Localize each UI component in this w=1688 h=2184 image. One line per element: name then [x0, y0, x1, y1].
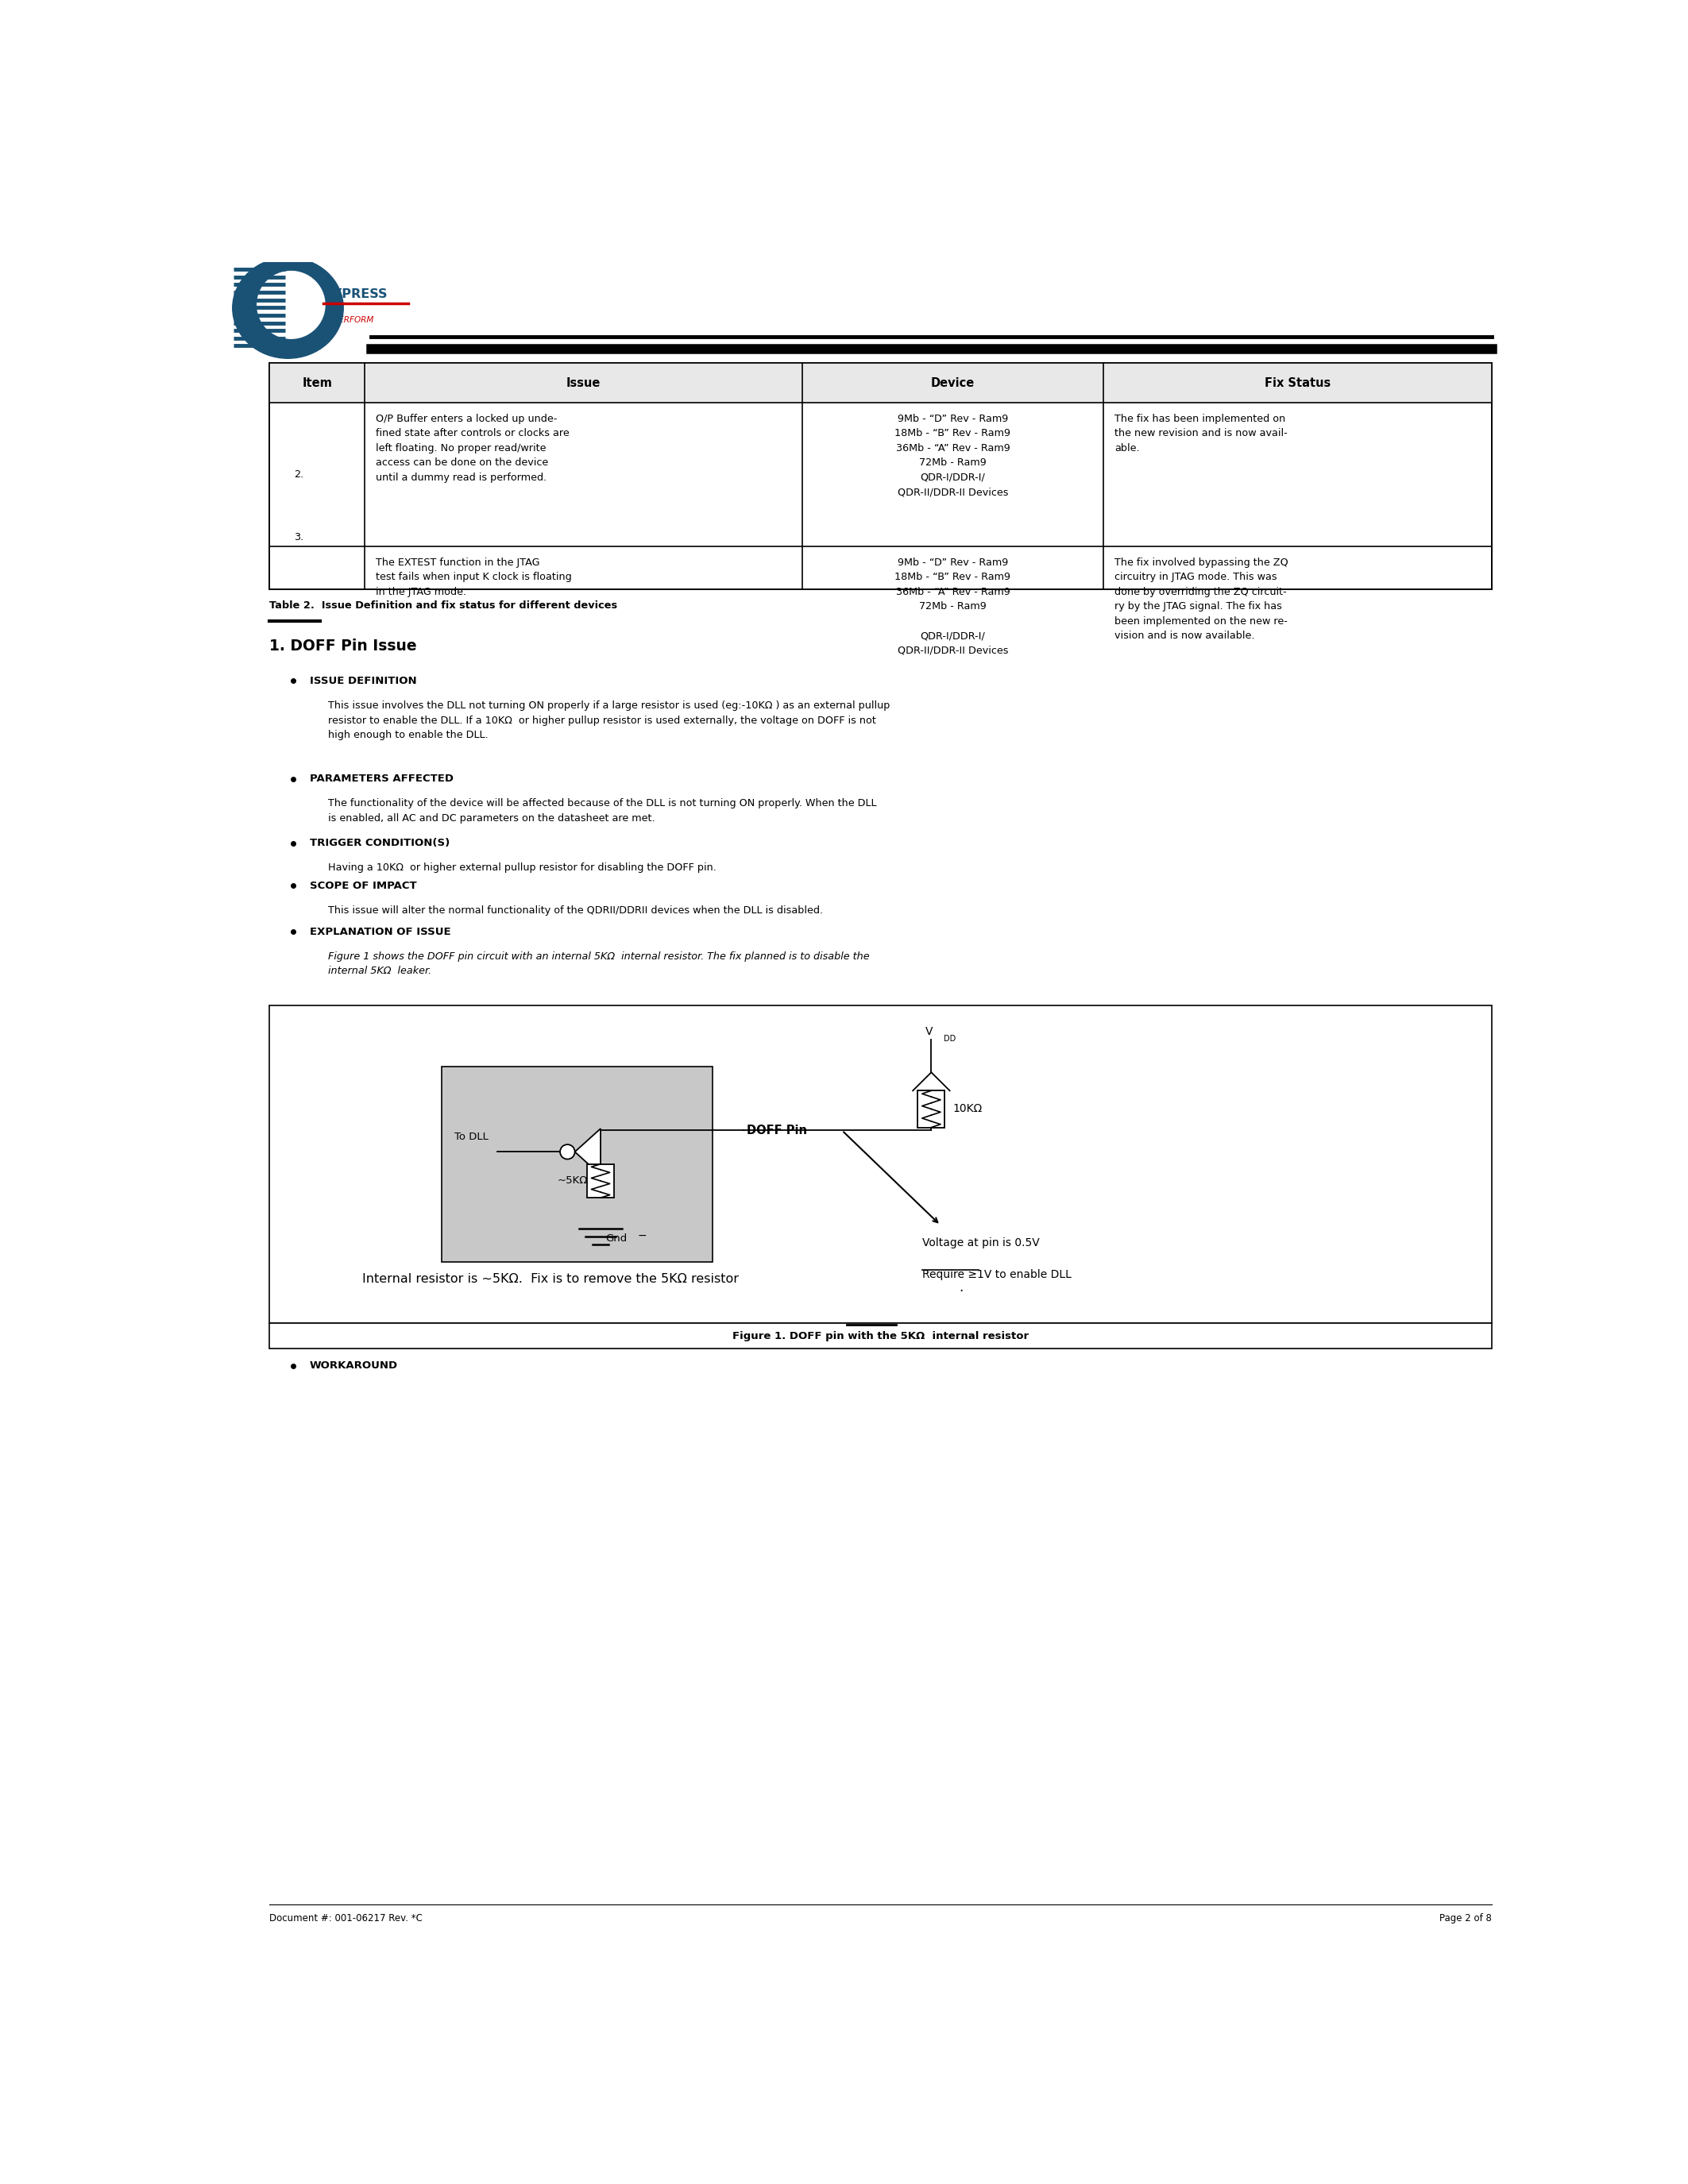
Bar [270, 1005, 1492, 1324]
Text: Figure 1. DOFF pin with the 5KΩ  internal resistor: Figure 1. DOFF pin with the 5KΩ internal… [733, 1330, 1028, 1341]
Text: O/P Buffer enters a locked up unde-
fined state after controls or clocks are
lef: O/P Buffer enters a locked up unde- fine… [376, 413, 569, 483]
Text: Table 2.  Issue Definition and fix status for different devices: Table 2. Issue Definition and fix status… [270, 601, 618, 612]
Text: EXPLANATION OF ISSUE: EXPLANATION OF ISSUE [309, 926, 451, 937]
Text: Gnd: Gnd [606, 1234, 628, 1243]
Circle shape [560, 1144, 576, 1160]
Text: WORKAROUND: WORKAROUND [309, 1361, 398, 1372]
Text: This issue involves the DLL not turning ON properly if a large resistor is used : This issue involves the DLL not turning … [327, 701, 890, 740]
Text: Page 2 of 8: Page 2 of 8 [1440, 1913, 1492, 1924]
Text: The fix has been implemented on
the new revision and is now avail-
able.: The fix has been implemented on the new … [1114, 413, 1288, 454]
Text: Issue: Issue [565, 378, 601, 389]
Text: Voltage at pin is 0.5V: Voltage at pin is 0.5V [922, 1238, 1040, 1249]
Text: Device: Device [930, 378, 974, 389]
Text: The EXTEST function in the JTAG
test fails when input K clock is floating
in the: The EXTEST function in the JTAG test fai… [376, 557, 572, 596]
Text: ~5KΩ: ~5KΩ [557, 1175, 587, 1186]
Bar [587, 1164, 614, 1197]
Bar [270, 1324, 1492, 1350]
Text: .: . [959, 1280, 964, 1295]
Text: CYPRESS: CYPRESS [324, 288, 388, 301]
Text: Document #: 001-06217 Rev. *C: Document #: 001-06217 Rev. *C [270, 1913, 422, 1924]
Polygon shape [576, 1129, 601, 1175]
Text: Having a 10KΩ  or higher external pullup resistor for disabling the DOFF pin.: Having a 10KΩ or higher external pullup … [327, 863, 716, 874]
Text: 9Mb - “D” Rev - Ram9
18Mb - “B” Rev - Ram9
36Mb - “A” Rev - Ram9
72Mb - Ram9
QDR: 9Mb - “D” Rev - Ram9 18Mb - “B” Rev - Ra… [895, 413, 1011, 498]
Bar [918, 1090, 945, 1127]
Text: PERFORM: PERFORM [334, 317, 375, 323]
Text: ISSUE DEFINITION: ISSUE DEFINITION [309, 675, 417, 686]
Text: Fix Status: Fix Status [1264, 378, 1330, 389]
Text: 1. DOFF Pin Issue: 1. DOFF Pin Issue [270, 638, 417, 653]
Text: To DLL: To DLL [454, 1131, 488, 1142]
Text: TRIGGER CONDITION(S): TRIGGER CONDITION(S) [309, 839, 449, 847]
Text: 10KΩ: 10KΩ [952, 1103, 982, 1114]
Text: This issue will alter the normal functionality of the QDRII/DDRII devices when t: This issue will alter the normal functio… [327, 906, 824, 915]
Text: DD: DD [944, 1035, 955, 1044]
Text: 2.: 2. [294, 470, 304, 480]
Text: SCOPE OF IMPACT: SCOPE OF IMPACT [309, 880, 417, 891]
Text: Item: Item [302, 378, 333, 389]
Bar [270, 363, 1492, 402]
Text: V: V [925, 1026, 933, 1037]
Text: The functionality of the device will be affected because of the DLL is not turni: The functionality of the device will be … [327, 799, 876, 823]
Text: Require ≥1V to enable DLL: Require ≥1V to enable DLL [922, 1269, 1072, 1280]
Text: The fix involved bypassing the ZQ
circuitry in JTAG mode. This was
done by overr: The fix involved bypassing the ZQ circui… [1114, 557, 1288, 642]
Text: Figure 1 shows the DOFF pin circuit with an internal 5KΩ  internal resistor. The: Figure 1 shows the DOFF pin circuit with… [327, 952, 869, 976]
Text: DOFF Pin: DOFF Pin [746, 1125, 807, 1136]
Ellipse shape [233, 258, 343, 358]
Text: PARAMETERS AFFECTED: PARAMETERS AFFECTED [309, 773, 454, 784]
Text: 9Mb - “D” Rev - Ram9
18Mb - “B” Rev - Ram9
36Mb - “A” Rev - Ram9
72Mb - Ram9

QD: 9Mb - “D” Rev - Ram9 18Mb - “B” Rev - Ra… [895, 557, 1011, 655]
Ellipse shape [257, 271, 324, 339]
Text: −: − [638, 1230, 647, 1241]
Text: 3.: 3. [294, 533, 304, 542]
Bar [442, 1066, 712, 1262]
Bar [270, 363, 1492, 590]
Text: Internal resistor is ~5KΩ.  Fix is to remove the 5KΩ resistor: Internal resistor is ~5KΩ. Fix is to rem… [361, 1273, 738, 1284]
